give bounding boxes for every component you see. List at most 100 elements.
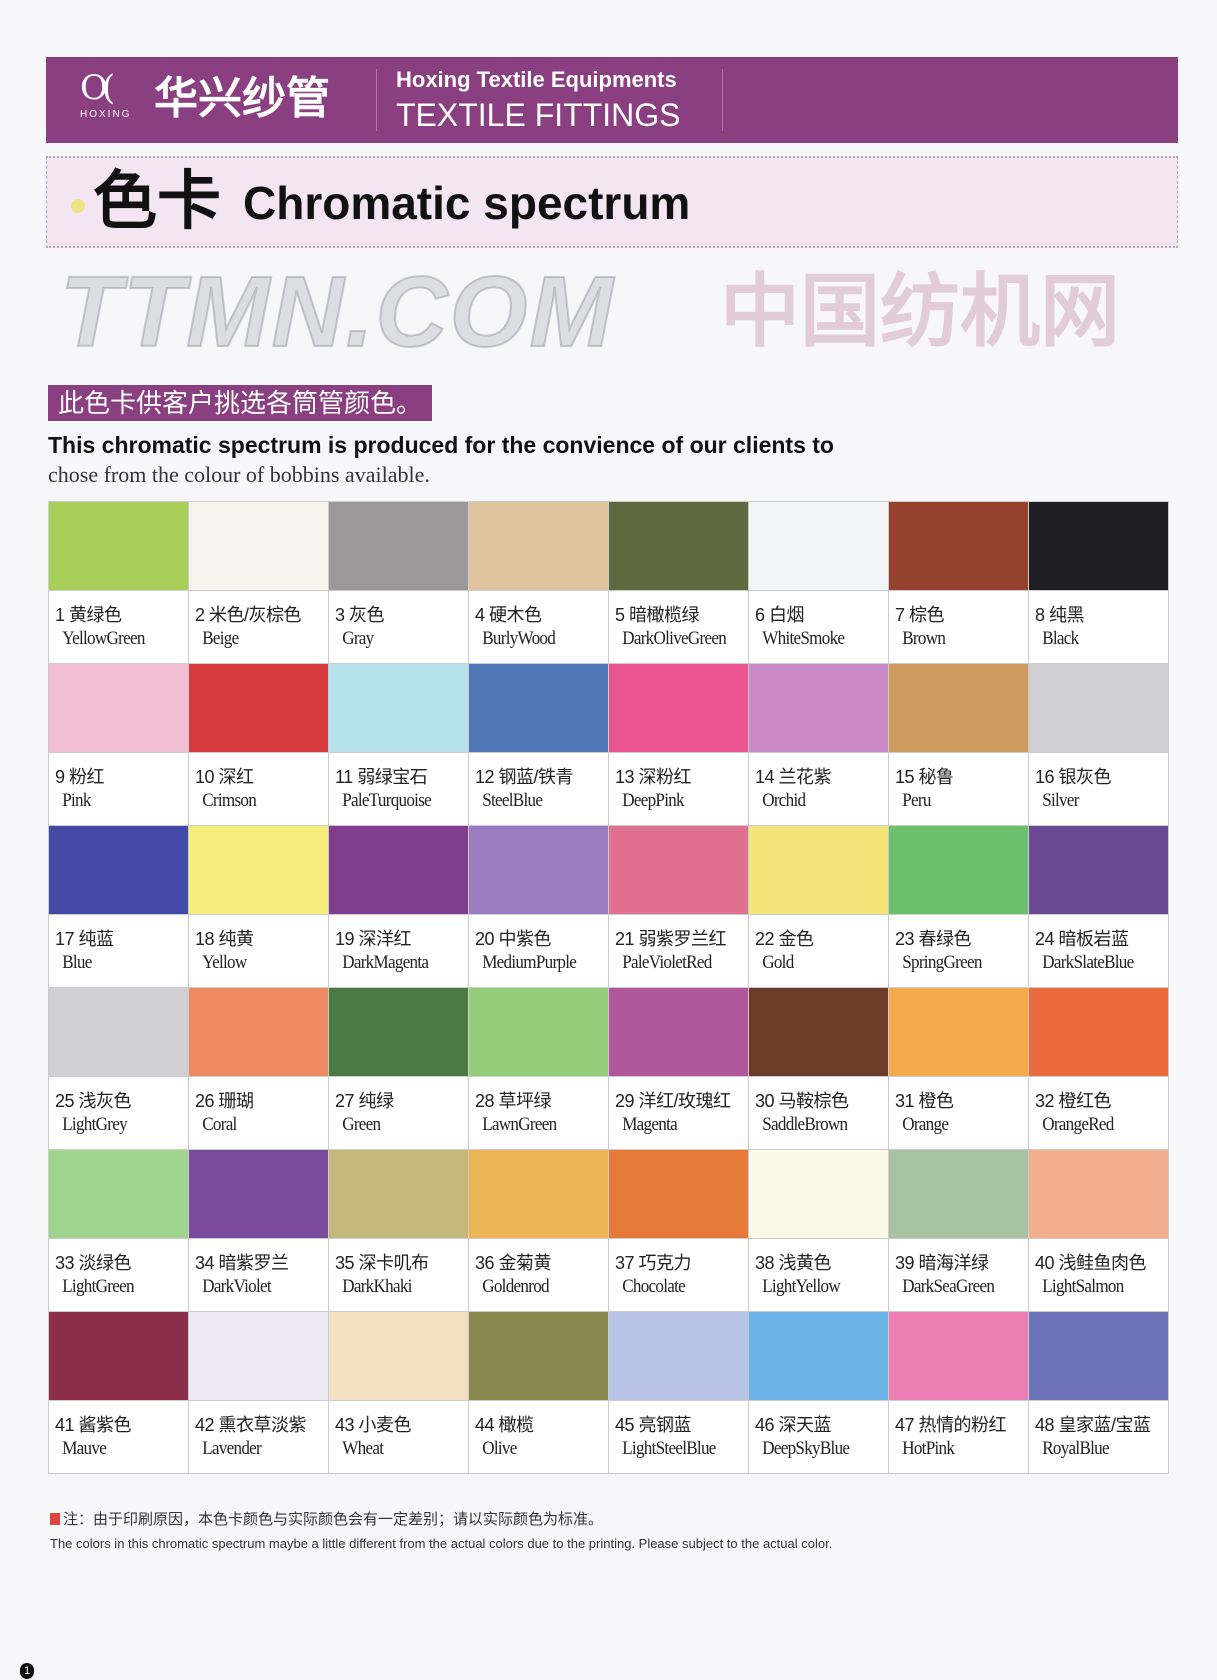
color-swatch bbox=[49, 988, 188, 1077]
color-cell: 24 暗板岩蓝 DarkSlateBlue bbox=[1029, 826, 1169, 988]
color-name-cn: 36 金菊黄 bbox=[475, 1253, 552, 1273]
color-label: 23 春绿色 SpringGreen bbox=[889, 915, 1028, 975]
color-name-en: WhiteSmoke bbox=[762, 628, 845, 649]
color-name-en: Black bbox=[1042, 628, 1079, 649]
color-name-en: YellowGreen bbox=[62, 628, 145, 649]
color-name-en: LightSalmon bbox=[1042, 1276, 1124, 1297]
color-swatch bbox=[469, 664, 608, 753]
color-cell: 33 淡绿色 LightGreen bbox=[49, 1150, 189, 1312]
color-swatch bbox=[749, 502, 888, 591]
color-name-en: Coral bbox=[202, 1114, 237, 1135]
color-cell: 32 橙红色 OrangeRed bbox=[1029, 988, 1169, 1150]
color-swatch bbox=[609, 826, 748, 915]
color-label: 22 金色 Gold bbox=[749, 915, 888, 975]
color-name-cn: 18 纯黄 bbox=[195, 929, 254, 949]
color-name-en: LightSteelBlue bbox=[622, 1438, 716, 1459]
color-name-cn: 27 纯绿 bbox=[335, 1091, 394, 1111]
color-label: 48 皇家蓝/宝蓝 RoyalBlue bbox=[1029, 1401, 1168, 1461]
brand-name-cn: 华兴纱管 bbox=[154, 73, 330, 124]
divider bbox=[722, 69, 723, 131]
color-label: 46 深天蓝 DeepSkyBlue bbox=[749, 1401, 888, 1461]
color-label: 17 纯蓝 Blue bbox=[49, 915, 188, 975]
color-name-en: DarkViolet bbox=[202, 1276, 271, 1297]
color-label: 2 米色/灰棕色 Beige bbox=[189, 591, 328, 651]
color-name-cn: 40 浅鲑鱼肉色 bbox=[1035, 1253, 1147, 1273]
color-cell: 44 橄榄 Olive bbox=[469, 1312, 609, 1474]
color-cell: 17 纯蓝 Blue bbox=[49, 826, 189, 988]
color-name-en: LightGreen bbox=[62, 1276, 134, 1297]
red-square-icon bbox=[50, 1513, 60, 1525]
color-label: 15 秘鲁 Peru bbox=[889, 753, 1028, 813]
color-label: 4 硬木色 BurlyWood bbox=[469, 591, 608, 651]
color-cell: 45 亮钢蓝 LightSteelBlue bbox=[609, 1312, 749, 1474]
color-label: 3 灰色 Gray bbox=[329, 591, 468, 651]
color-label: 29 洋红/玫瑰红 Magenta bbox=[609, 1077, 748, 1137]
page-title-cn: 色卡 bbox=[93, 164, 221, 239]
color-name-cn: 8 纯黑 bbox=[1035, 605, 1085, 625]
color-swatch bbox=[749, 826, 888, 915]
color-name-en: LawnGreen bbox=[482, 1114, 557, 1135]
color-name-en: Crimson bbox=[202, 790, 257, 811]
color-label: 45 亮钢蓝 LightSteelBlue bbox=[609, 1401, 748, 1461]
color-name-en: Peru bbox=[902, 790, 931, 811]
color-label: 47 热情的粉红 HotPink bbox=[889, 1401, 1028, 1461]
color-name-cn: 22 金色 bbox=[755, 929, 814, 949]
color-label: 37 巧克力 Chocolate bbox=[609, 1239, 748, 1299]
color-swatch bbox=[189, 664, 328, 753]
color-swatch bbox=[49, 1150, 188, 1239]
intro-en-line2: chose from the colour of bobbins availab… bbox=[48, 462, 430, 487]
color-label: 25 浅灰色 LightGrey bbox=[49, 1077, 188, 1137]
color-name-cn: 1 黄绿色 bbox=[55, 605, 122, 625]
color-name-en: RoyalBlue bbox=[1042, 1438, 1109, 1459]
color-label: 8 纯黑 Black bbox=[1029, 591, 1168, 651]
color-cell: 26 珊瑚 Coral bbox=[189, 988, 329, 1150]
color-label: 5 暗橄榄绿 DarkOliveGreen bbox=[609, 591, 748, 651]
color-cell: 36 金菊黄 Goldenrod bbox=[469, 1150, 609, 1312]
color-cell: 22 金色 Gold bbox=[749, 826, 889, 988]
color-swatch bbox=[609, 988, 748, 1077]
color-name-en: Orange bbox=[902, 1114, 949, 1135]
color-name-en: Gold bbox=[762, 952, 794, 973]
color-name-cn: 15 秘鲁 bbox=[895, 767, 954, 787]
color-name-cn: 23 春绿色 bbox=[895, 929, 972, 949]
color-name-en: Gray bbox=[342, 628, 374, 649]
color-label: 40 浅鲑鱼肉色 LightSalmon bbox=[1029, 1239, 1168, 1299]
color-label: 20 中紫色 MediumPurple bbox=[469, 915, 608, 975]
color-label: 14 兰花紫 Orchid bbox=[749, 753, 888, 813]
color-name-en: Brown bbox=[902, 628, 946, 649]
color-label: 28 草坪绿 LawnGreen bbox=[469, 1077, 608, 1137]
color-cell: 5 暗橄榄绿 DarkOliveGreen bbox=[609, 502, 749, 664]
color-label: 26 珊瑚 Coral bbox=[189, 1077, 328, 1137]
color-cell: 39 暗海洋绿 DarkSeaGreen bbox=[889, 1150, 1029, 1312]
color-name-en: Yellow bbox=[202, 952, 247, 973]
color-cell: 23 春绿色 SpringGreen bbox=[889, 826, 1029, 988]
intro-cn: 此色卡供客户挑选各筒管颜色。 bbox=[48, 385, 433, 421]
brand-name-en: Hoxing Textile Equipments bbox=[396, 67, 677, 92]
color-label: 35 深卡叽布 DarkKhaki bbox=[329, 1239, 468, 1299]
color-name-cn: 30 马鞍棕色 bbox=[755, 1091, 849, 1111]
color-cell: 43 小麦色 Wheat bbox=[329, 1312, 469, 1474]
color-swatch bbox=[469, 1312, 608, 1401]
color-name-cn: 16 银灰色 bbox=[1035, 767, 1112, 787]
color-swatch bbox=[1029, 1150, 1168, 1239]
color-cell: 31 橙色 Orange bbox=[889, 988, 1029, 1150]
color-swatch bbox=[749, 664, 888, 753]
color-name-en: Orchid bbox=[762, 790, 806, 811]
color-cell: 25 浅灰色 LightGrey bbox=[49, 988, 189, 1150]
color-cell: 48 皇家蓝/宝蓝 RoyalBlue bbox=[1029, 1312, 1169, 1474]
color-name-cn: 17 纯蓝 bbox=[55, 929, 114, 949]
color-name-en: DarkMagenta bbox=[342, 952, 429, 973]
color-cell: 21 弱紫罗兰红 PaleVioletRed bbox=[609, 826, 749, 988]
color-swatch bbox=[469, 988, 608, 1077]
color-name-cn: 2 米色/灰棕色 bbox=[195, 605, 302, 625]
color-name-en: SaddleBrown bbox=[762, 1114, 848, 1135]
color-swatch bbox=[889, 502, 1028, 591]
color-cell: 29 洋红/玫瑰红 Magenta bbox=[609, 988, 749, 1150]
color-name-cn: 42 熏衣草淡紫 bbox=[195, 1415, 307, 1435]
color-name-en: Pink bbox=[62, 790, 91, 811]
color-swatch bbox=[609, 664, 748, 753]
color-label: 36 金菊黄 Goldenrod bbox=[469, 1239, 608, 1299]
hoxing-logo: O( HOXING bbox=[80, 68, 132, 120]
color-label: 10 深红 Crimson bbox=[189, 753, 328, 813]
color-name-en: Magenta bbox=[622, 1114, 678, 1135]
